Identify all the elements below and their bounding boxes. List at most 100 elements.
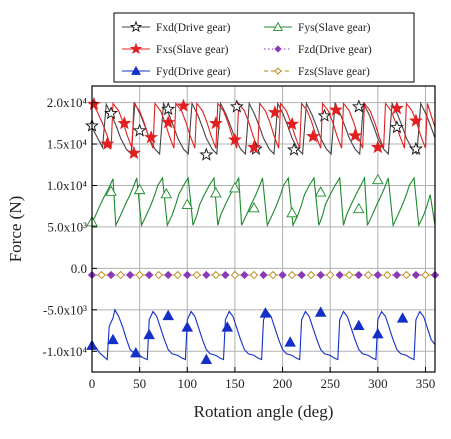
marker-fxs-slave-gear — [208, 115, 223, 130]
marker-fxs-slave-gear — [285, 116, 300, 131]
marker-fxs-slave-gear — [117, 116, 132, 130]
marker-fzd-drive-gear — [183, 270, 192, 280]
y-tick-label: 1.0x10⁴ — [47, 178, 88, 193]
y-tick-label: -1.0x10⁴ — [42, 344, 87, 359]
marker-fyd-drive-gear — [200, 353, 213, 365]
marker-fzd-drive-gear — [354, 270, 363, 280]
marker-fyd-drive-gear — [181, 321, 194, 332]
marker-fyd-drive-gear — [353, 319, 365, 331]
marker-fzd-drive-gear — [297, 270, 306, 280]
marker-fys-slave-gear — [314, 186, 327, 197]
y-tick-label: 2.0x10⁴ — [47, 95, 88, 110]
plot-frame — [91, 85, 436, 373]
marker-fys-slave-gear — [105, 185, 117, 196]
marker-fyd-drive-gear — [130, 347, 142, 358]
series-markers — [85, 96, 440, 365]
marker-fzd-drive-gear — [259, 270, 268, 280]
legend-marker-fxd-drive-gear — [129, 20, 143, 33]
marker-fzs-slave-gear — [421, 270, 430, 280]
legend-label-fys-slave-gear: Fys(Slave gear) — [298, 22, 371, 34]
x-tick-label: 200 — [273, 376, 293, 391]
x-tick-label: 300 — [368, 376, 388, 391]
marker-fys-slave-gear — [160, 187, 173, 199]
marker-fys-slave-gear — [353, 202, 365, 214]
legend-marker-fzd-drive-gear — [274, 45, 282, 53]
legend: Fxd(Drive gear) Fxs(Slave gear) Fyd(Drive … — [113, 12, 415, 83]
marker-fxs-slave-gear — [176, 98, 191, 112]
marker-fzd-drive-gear — [164, 270, 173, 280]
marker-fzs-slave-gear — [402, 270, 411, 280]
marker-fzs-slave-gear — [173, 270, 182, 280]
marker-fxs-slave-gear — [390, 101, 404, 115]
marker-fzd-drive-gear — [125, 270, 135, 280]
legend-marker-fzs-slave-gear — [274, 67, 282, 75]
y-axis-label: Force (N) — [6, 196, 25, 263]
marker-fzd-drive-gear — [411, 270, 421, 280]
marker-fys-slave-gear — [133, 183, 146, 195]
marker-fyd-drive-gear — [314, 306, 327, 317]
x-tick-label: 50 — [133, 376, 146, 391]
marker-fxs-slave-gear — [408, 113, 423, 127]
legend-label-fxd-drive-gear: Fxd(Drive gear) — [156, 22, 231, 34]
series-lines — [91, 101, 436, 361]
legend-marker-fys-slave-gear — [272, 21, 284, 31]
marker-fxd-drive-gear — [161, 101, 176, 116]
y-tick-label: 0.0 — [71, 261, 87, 276]
marker-fxd-drive-gear — [389, 120, 404, 134]
legend-label-fyd-drive-gear: Fyd(Drive gear) — [156, 66, 231, 78]
marker-fxd-drive-gear — [287, 142, 301, 156]
x-tick-label: 0 — [89, 376, 96, 391]
marker-fyd-drive-gear — [221, 321, 234, 332]
series-line-fxs-slave-gear — [91, 101, 436, 149]
marker-fys-slave-gear — [229, 182, 241, 193]
marker-fzd-drive-gear — [392, 270, 402, 280]
marker-fxd-drive-gear — [351, 99, 366, 113]
legend-marker-fyd-drive-gear — [130, 65, 142, 75]
legend-label-fzs-slave-gear: Fzs(Slave gear) — [298, 66, 370, 78]
marker-fzs-slave-gear — [249, 270, 259, 280]
marker-fzs-slave-gear — [135, 270, 144, 280]
marker-fzd-drive-gear — [106, 270, 116, 280]
marker-fzs-slave-gear — [287, 270, 297, 280]
marker-fxs-slave-gear — [306, 129, 321, 143]
marker-fxs-slave-gear — [247, 140, 261, 154]
marker-fyd-drive-gear — [396, 312, 409, 323]
marker-fzs-slave-gear — [345, 270, 354, 280]
x-axis-label: Rotation angle (deg) — [194, 402, 334, 421]
marker-fzd-drive-gear — [240, 270, 249, 280]
marker-fxs-slave-gear — [100, 136, 115, 150]
marker-fys-slave-gear — [372, 173, 384, 185]
legend-label-fzd-drive-gear: Fzd(Drive gear) — [298, 44, 372, 56]
x-tick-label: 150 — [225, 376, 245, 391]
y-tick-label: 5.0x10³ — [47, 219, 87, 234]
marker-fyd-drive-gear — [143, 328, 155, 340]
marker-fzs-slave-gear — [383, 270, 392, 280]
marker-fzs-slave-gear — [326, 270, 335, 280]
marker-fzs-slave-gear — [192, 270, 201, 280]
marker-fys-slave-gear — [181, 198, 194, 209]
marker-fzd-drive-gear — [278, 270, 287, 280]
marker-fzs-slave-gear — [154, 270, 163, 280]
marker-fys-slave-gear — [248, 201, 260, 213]
y-tick-label: 1.5x10⁴ — [47, 137, 88, 152]
marker-fzs-slave-gear — [97, 270, 106, 280]
marker-fzd-drive-gear — [221, 270, 230, 280]
y-tick-label: -5.0x10³ — [43, 302, 87, 317]
y-axis-ticks: -1.0x10⁴ -5.0x10³ 0.0 5.0x10³ 1.0x10⁴ 1.5x10⁴… — [42, 95, 97, 359]
marker-fzd-drive-gear — [373, 270, 382, 280]
marker-fxd-drive-gear — [229, 99, 244, 113]
marker-fxs-slave-gear — [228, 132, 242, 146]
marker-fyd-drive-gear — [259, 307, 272, 318]
marker-fxs-slave-gear — [267, 105, 282, 119]
marker-fxs-slave-gear — [86, 96, 101, 111]
marker-fzd-drive-gear — [335, 270, 344, 280]
marker-fyd-drive-gear — [284, 336, 296, 347]
x-tick-label: 100 — [178, 376, 198, 391]
marker-fxd-drive-gear — [317, 108, 332, 122]
legend-marker-fxs-slave-gear — [129, 42, 143, 55]
marker-fzs-slave-gear — [364, 270, 373, 280]
x-axis-ticks: 0 50 100 150 200 250 300 350 — [89, 367, 435, 391]
marker-fys-slave-gear — [210, 187, 222, 198]
marker-fxs-slave-gear — [144, 130, 159, 144]
x-tick-label: 250 — [320, 376, 340, 391]
